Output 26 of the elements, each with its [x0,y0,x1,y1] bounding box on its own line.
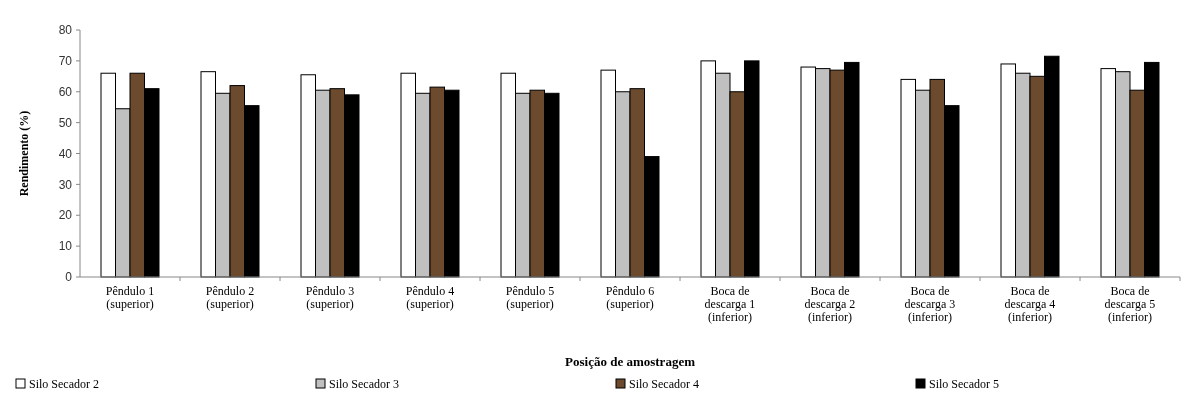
x-tick-label: Boca de descarga 4 (inferior) [1004,284,1056,324]
y-tick-label: 70 [58,54,73,69]
legend-label: Silo Secador 3 [329,377,399,391]
x-tick-label: Boca de descarga 3 (inferior) [904,284,956,324]
x-tick-label: Pêndulo 4 (superior) [405,284,455,311]
y-axis-title: Rendimento (%) [17,110,31,197]
x-tick-label: Boca de descarga 5 (inferior) [1104,284,1156,324]
x-tick-label: Pêndulo 1 (superior) [105,284,155,311]
x-tick-label: Boca de descarga 2 (inferior) [804,284,856,324]
x-tick-label: Boca de descarga 1 (inferior) [704,284,756,324]
x-axis-title: Posição de amostragem [565,354,696,369]
legend-label: Silo Secador 5 [929,377,999,391]
y-tick-label: 30 [58,177,73,192]
x-tick-label: Pêndulo 3 (superior) [305,284,355,311]
legend-label: Silo Secador 2 [29,377,99,391]
x-tick-label: Pêndulo 6 (superior) [605,284,655,311]
y-tick-label: 20 [58,208,73,223]
x-tick-label: Pêndulo 2 (superior) [205,284,255,311]
x-tick-label: Pêndulo 5 (superior) [505,284,555,311]
y-tick-label: 10 [58,239,73,254]
legend-label: Silo Secador 4 [629,377,699,391]
y-tick-label: 40 [58,146,73,161]
y-tick-label: 50 [58,115,73,130]
y-tick-label: 0 [65,270,73,285]
y-tick-label: 80 [58,23,73,38]
y-tick-label: 60 [58,84,73,99]
